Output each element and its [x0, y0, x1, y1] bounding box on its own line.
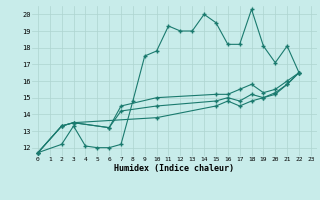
X-axis label: Humidex (Indice chaleur): Humidex (Indice chaleur) — [115, 164, 234, 173]
